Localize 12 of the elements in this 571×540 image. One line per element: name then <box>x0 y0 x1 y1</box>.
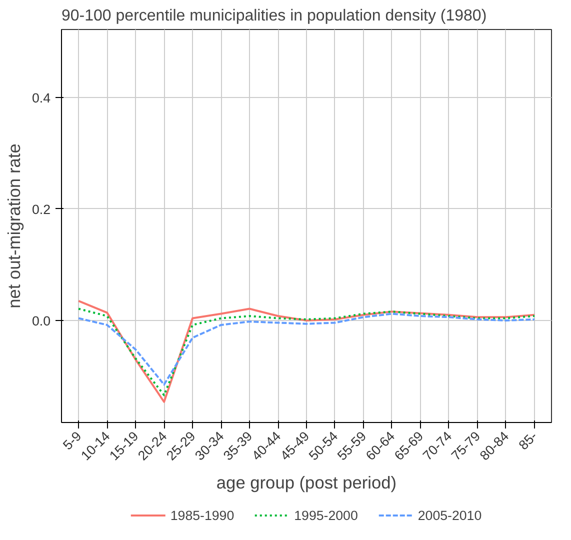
x-axis-title: age group (post period) <box>216 472 397 493</box>
legend-label: 1985-1990 <box>170 508 234 522</box>
y-axis-title: net out-migration rate <box>4 144 24 308</box>
legend-label: 1995-2000 <box>294 508 358 522</box>
y-tick-label: 0.0 <box>32 313 51 328</box>
x-tick-label: 5-9 <box>60 428 84 453</box>
y-tick-label: 0.4 <box>32 90 52 106</box>
y-tick-label: 0.2 <box>32 202 51 217</box>
chart-title: 90-100 percentile municipalities in population density (1980) <box>62 8 487 24</box>
line-series <box>78 312 536 386</box>
legend-label: 2005-2010 <box>418 508 482 522</box>
x-tick-label: 85- <box>516 428 540 453</box>
